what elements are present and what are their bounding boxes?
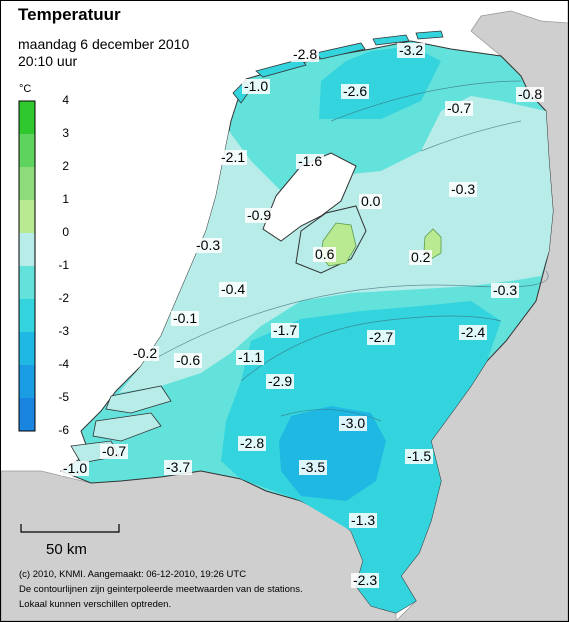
legend-band [19, 134, 35, 167]
credits: (c) 2010, KNMI. Aangemaakt: 06-12-2010, … [19, 567, 303, 612]
station-value: 0.6 [313, 246, 337, 262]
station-value: -2.6 [341, 83, 370, 99]
station-value: -3.2 [397, 42, 426, 58]
station-value: -2.1 [219, 149, 248, 165]
station-value: -2.8 [291, 46, 320, 62]
legend-tick-label: -6 [58, 423, 69, 437]
station-value: -1.1 [236, 349, 265, 365]
station-value: -0.9 [245, 207, 274, 223]
station-value: -2.4 [459, 324, 488, 340]
legend-band [19, 101, 35, 134]
station-value: -2.3 [351, 572, 380, 588]
station-value: 0.0 [359, 193, 383, 209]
legend-unit: °C [19, 83, 32, 95]
station-value: -0.8 [516, 86, 545, 102]
credit-line: (c) 2010, KNMI. Aangemaakt: 06-12-2010, … [19, 569, 247, 580]
station-value: -0.4 [219, 281, 248, 297]
station-value: -0.3 [194, 237, 223, 253]
station-value: -1.7 [271, 322, 300, 338]
station-value: -0.7 [445, 100, 474, 116]
legend-colorbar [18, 100, 36, 432]
legend-tick-label: -1 [58, 258, 69, 272]
station-value: -3.0 [339, 415, 368, 431]
legend-tick-label: -3 [58, 324, 69, 338]
legend-tick-label: 4 [62, 93, 69, 107]
legend-band [19, 233, 35, 266]
legend-band [19, 266, 35, 299]
legend-tick-label: -5 [58, 390, 69, 404]
legend-frame [18, 100, 36, 432]
station-value: -0.3 [491, 282, 520, 298]
legend-band [19, 398, 35, 431]
map-date-time: maandag 6 december 2010 20:10 uur [18, 36, 189, 70]
legend-band [19, 299, 35, 332]
station-value: -0.2 [131, 345, 160, 361]
legend-tick-label: 3 [62, 126, 69, 140]
legend-tick-label: 1 [62, 192, 69, 206]
credit-line: De contourlijnen zijn geinterpoleerde me… [19, 584, 303, 595]
scale-bar [20, 524, 120, 533]
legend-band [19, 200, 35, 233]
station-value: -3.7 [164, 459, 193, 475]
credit-line: Lokaal kunnen verschillen optreden. [19, 599, 172, 610]
station-value: -0.6 [174, 352, 203, 368]
station-value: -1.0 [61, 460, 90, 476]
station-value: 0.2 [409, 249, 433, 265]
station-value: -1.0 [242, 78, 271, 94]
legend-tick-label: 2 [62, 159, 69, 173]
contour-lines [150, 80, 549, 422]
station-value: -2.9 [266, 373, 295, 389]
time-line: 20:10 uur [18, 53, 78, 69]
map-title: Temperatuur [18, 5, 121, 24]
station-value: -3.5 [299, 459, 328, 475]
legend-tick-label: -4 [58, 357, 69, 371]
scale-bar-label: 50 km [46, 541, 87, 558]
date-line: maandag 6 december 2010 [18, 36, 190, 52]
station-value: -0.1 [171, 310, 200, 326]
zone-north-cold [319, 46, 441, 119]
station-value: -2.8 [238, 435, 267, 451]
legend-band [19, 365, 35, 398]
station-value: -2.7 [367, 329, 396, 345]
station-value: -0.3 [449, 181, 478, 197]
station-value: -0.7 [100, 443, 129, 459]
legend-tick-label: 0 [62, 225, 69, 239]
station-value: -1.5 [405, 448, 434, 464]
station-value: -1.3 [349, 512, 378, 528]
legend-tick-label: -2 [58, 291, 69, 305]
station-value: -1.6 [296, 153, 325, 169]
legend-band [19, 332, 35, 365]
legend-band [19, 167, 35, 200]
